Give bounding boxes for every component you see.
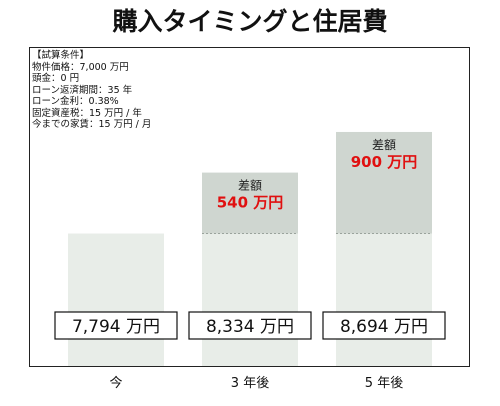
bar-now bbox=[68, 233, 164, 366]
bar-3-years bbox=[202, 233, 298, 366]
difference-heading-5-years: 差額 bbox=[372, 138, 396, 152]
difference-bar-5-years bbox=[336, 131, 432, 234]
value-label-3-years: 8,334 万円 bbox=[206, 317, 294, 337]
x-tick-label-now: 今 bbox=[109, 376, 123, 391]
value-label-now: 7,794 万円 bbox=[72, 317, 160, 337]
chart-frame bbox=[29, 47, 470, 367]
value-label-box-5-years bbox=[322, 311, 446, 340]
value-label-box-3-years bbox=[188, 311, 312, 340]
condition-loan-term: ローン返済期間：35 年 bbox=[32, 84, 133, 96]
bar-5-years bbox=[336, 233, 432, 366]
condition-price: 物件価格：7,000 万円 bbox=[32, 61, 129, 73]
condition-down-payment: 頭金：0 円 bbox=[32, 73, 80, 84]
condition-property-tax: 固定資産税：15 万円 / 年 bbox=[32, 107, 142, 119]
x-tick-label-5-years: 5 年後 bbox=[364, 376, 404, 391]
difference-label-5-years: 900 万円 bbox=[351, 153, 418, 171]
x-tick-label-3-years: 3 年後 bbox=[230, 376, 270, 391]
value-label-box-now bbox=[54, 311, 178, 340]
condition-interest-rate: ローン金利：0.38% bbox=[32, 96, 119, 107]
difference-label-3-years: 540 万円 bbox=[217, 194, 284, 212]
page-title: 購入タイミングと住居費 bbox=[112, 7, 388, 36]
condition-rent: 今までの家賃：15 万円 / 月 bbox=[32, 119, 152, 130]
difference-heading-3-years: 差額 bbox=[238, 179, 262, 193]
value-label-5-years: 8,694 万円 bbox=[340, 317, 428, 337]
difference-bar-3-years bbox=[202, 172, 298, 234]
conditions-box: 【試算条件】 物件価格：7,000 万円 頭金：0 円 ローン返済期間：35 年… bbox=[32, 50, 151, 131]
conditions-heading: 【試算条件】 bbox=[32, 50, 90, 61]
